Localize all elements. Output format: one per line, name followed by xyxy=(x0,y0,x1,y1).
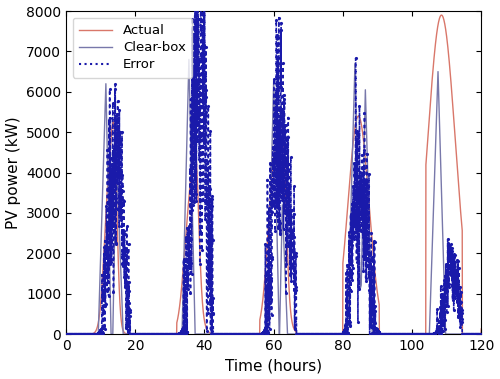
Actual xyxy=(478,327,484,331)
Clear-box xyxy=(186,57,192,62)
Actual xyxy=(410,332,416,336)
Clear-box xyxy=(216,332,222,336)
Clear-box xyxy=(358,283,364,287)
Error xyxy=(216,332,222,336)
Actual xyxy=(99,285,105,289)
Clear-box xyxy=(478,332,484,336)
Line: Error: Error xyxy=(64,0,483,336)
Clear-box xyxy=(99,212,105,217)
Error xyxy=(208,128,214,133)
Clear-box xyxy=(364,143,370,147)
Actual xyxy=(216,332,222,336)
Actual xyxy=(438,13,444,17)
Error xyxy=(63,332,69,336)
Actual xyxy=(207,331,213,335)
Error xyxy=(358,186,364,191)
Actual xyxy=(63,332,69,336)
Line: Clear-box: Clear-box xyxy=(66,60,482,334)
Actual xyxy=(364,174,370,178)
Actual xyxy=(358,121,364,125)
Clear-box xyxy=(410,332,416,336)
Clear-box xyxy=(208,332,214,336)
Error xyxy=(410,332,416,336)
X-axis label: Time (hours): Time (hours) xyxy=(225,359,322,373)
Legend: Actual, Clear-box, Error: Actual, Clear-box, Error xyxy=(72,18,192,78)
Line: Actual: Actual xyxy=(66,15,482,334)
Y-axis label: PV power (kW): PV power (kW) xyxy=(6,116,20,229)
Error xyxy=(478,332,484,336)
Error xyxy=(364,246,370,251)
Error xyxy=(99,288,105,292)
Clear-box xyxy=(63,332,69,336)
